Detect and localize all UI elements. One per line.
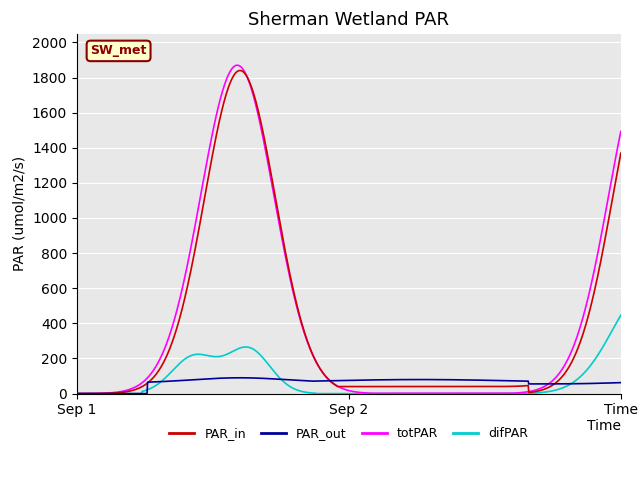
Legend: PAR_in, PAR_out, totPAR, difPAR: PAR_in, PAR_out, totPAR, difPAR (164, 422, 533, 445)
Title: Sherman Wetland PAR: Sherman Wetland PAR (248, 11, 449, 29)
Text: Time: Time (587, 419, 621, 433)
Text: SW_met: SW_met (90, 44, 147, 58)
Y-axis label: PAR (umol/m2/s): PAR (umol/m2/s) (12, 156, 26, 271)
